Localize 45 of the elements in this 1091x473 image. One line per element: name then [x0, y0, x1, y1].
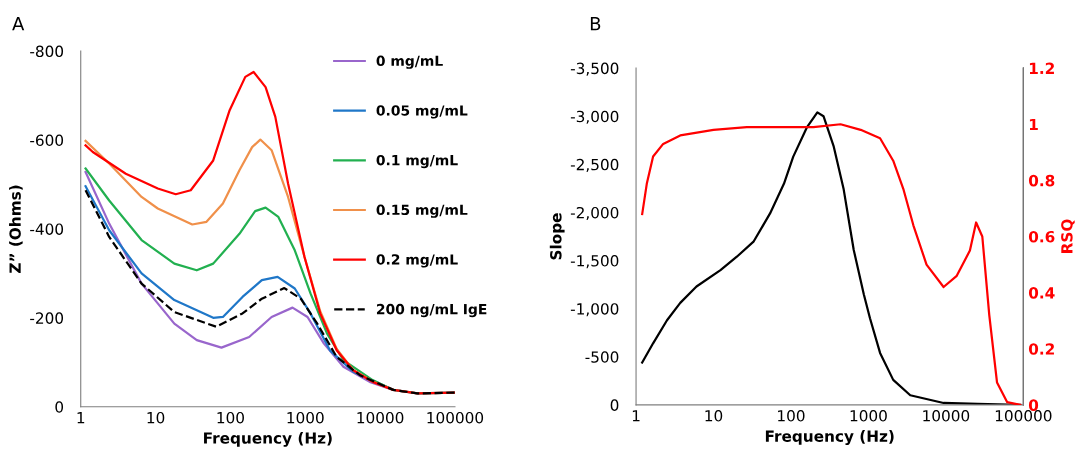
y2-tick-label: 1: [1029, 118, 1038, 131]
text: A: [12, 17, 25, 31]
x-tick-label: 100: [217, 411, 244, 424]
y-tick-label: -3,000: [570, 110, 619, 124]
x-tick-label: 1000: [850, 410, 887, 422]
x-axis-title: Frequency (Hz): [204, 431, 332, 447]
legend-label: 0.1 mg/mL: [376, 154, 458, 169]
x-tick-label: 1000: [287, 411, 324, 424]
y2-tick-label: 0.6: [1028, 230, 1055, 243]
legend-label: 0.05 mg/mL: [376, 105, 468, 119]
y-tick-label: -800: [30, 45, 64, 58]
y-tick-label: -2,500: [570, 158, 619, 172]
y2-axis-title: RSQ: [1061, 219, 1075, 253]
text: B: [590, 17, 601, 31]
legend-label: 0 mg/mL: [376, 55, 443, 69]
x-axis-title: Frequency (Hz): [765, 430, 894, 445]
y-tick-label: -600: [30, 134, 64, 147]
y-tick-label: -1,000: [570, 303, 619, 317]
x-tick-label: 10: [705, 410, 723, 422]
x-tick-label: 10000: [923, 410, 970, 422]
y2-tick-label: 0.2: [1028, 343, 1054, 355]
y-tick-label: -500: [585, 351, 619, 363]
y-tick-label: -1,500: [570, 255, 619, 269]
x-tick-label: 100000: [995, 410, 1052, 422]
y-axis-title: Z” (Ohms): [9, 185, 23, 273]
x-tick-label: 1: [632, 410, 640, 422]
y2-tick-label: 0.4: [1028, 287, 1055, 299]
legend-label: 0.15 mg/mL: [376, 204, 468, 218]
y2-tick-label: 0.8: [1028, 174, 1055, 187]
y2-tick-label: 0: [1028, 399, 1039, 411]
x-tick-label: 1: [77, 412, 85, 424]
y-tick-label: -400: [30, 223, 64, 235]
legend-label: 0.2 mg/mL: [376, 254, 458, 268]
legend-label: 200 ng/mL IgE: [376, 303, 487, 318]
x-tick-label: 100: [778, 410, 805, 422]
x-tick-label: 10: [147, 411, 165, 424]
y2-tick-label: 1.2: [1029, 62, 1054, 74]
y-tick-label: -2,000: [570, 206, 619, 221]
y-tick-label: -3,500: [570, 62, 619, 76]
x-tick-label: 100000: [427, 411, 484, 424]
y-tick-label: 0: [55, 401, 64, 413]
y-tick-label: 0: [610, 399, 619, 411]
y-axis-title: Slope: [549, 213, 565, 260]
y-tick-label: -200: [30, 312, 64, 324]
x-tick-label: 10000: [357, 411, 404, 424]
